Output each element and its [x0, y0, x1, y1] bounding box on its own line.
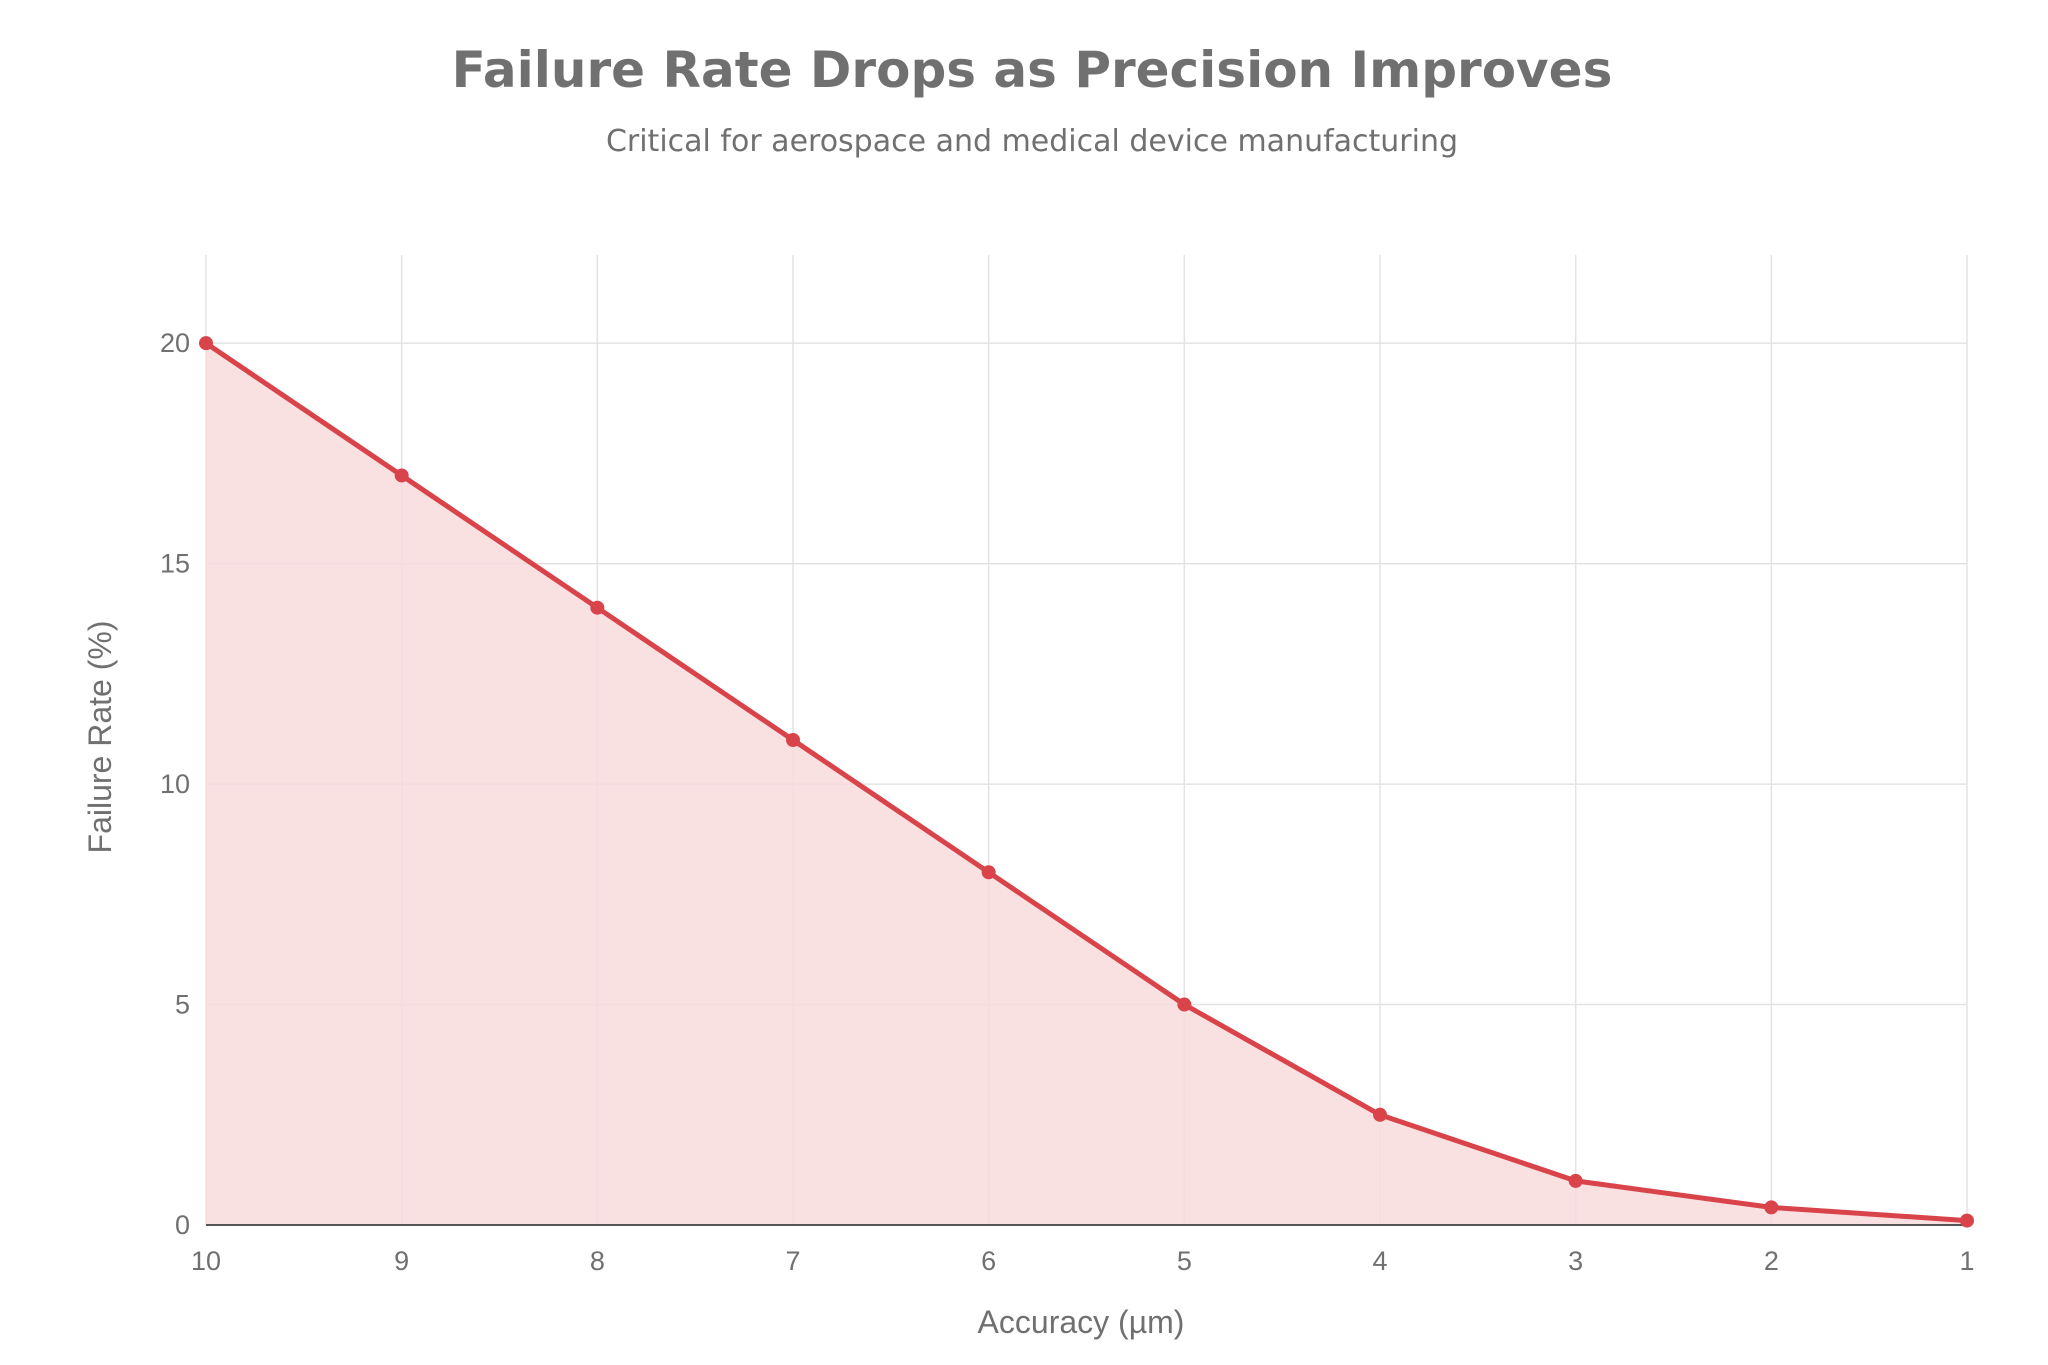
x-tick-label: 10 — [191, 1246, 221, 1276]
data-point — [590, 600, 605, 615]
line-layer — [203, 340, 1970, 1224]
series-area — [206, 343, 1967, 1225]
y-tick-label: 20 — [160, 328, 190, 358]
data-point — [1960, 1213, 1974, 1228]
x-tick-label: 7 — [785, 1246, 800, 1276]
data-point — [1568, 1173, 1583, 1188]
x-tick-label: 2 — [1764, 1246, 1779, 1276]
y-tick-label: 5 — [175, 990, 190, 1020]
area-layer — [206, 343, 1967, 1226]
data-point — [1764, 1200, 1779, 1215]
data-point — [981, 865, 996, 880]
data-point — [394, 468, 409, 483]
chart-subtitle: Critical for aerospace and medical devic… — [606, 124, 1458, 159]
data-point — [199, 336, 213, 351]
series-line — [203, 340, 1970, 1224]
data-point — [1177, 997, 1192, 1012]
x-axis-label: Accuracy (µm) — [978, 1304, 1185, 1340]
x-tick-label: 9 — [394, 1246, 409, 1276]
x-tick-label: 5 — [1177, 1246, 1192, 1276]
point-layer — [199, 336, 1974, 1228]
x-tick-label: 6 — [981, 1246, 996, 1276]
data-point — [786, 733, 800, 747]
x-tick-label: 3 — [1568, 1246, 1583, 1276]
y-tick-label: 0 — [175, 1210, 190, 1240]
y-axis-label: Failure Rate (%) — [82, 621, 118, 854]
y-tick-label: 15 — [160, 549, 190, 579]
y-tick-label: 10 — [160, 769, 190, 799]
x-tick-label: 1 — [1959, 1246, 1974, 1276]
data-point — [1373, 1107, 1387, 1122]
x-tick-label: 4 — [1372, 1246, 1387, 1276]
chart-title: Failure Rate Drops as Precision Improves — [452, 41, 1613, 99]
x-tick-label: 8 — [590, 1246, 605, 1276]
